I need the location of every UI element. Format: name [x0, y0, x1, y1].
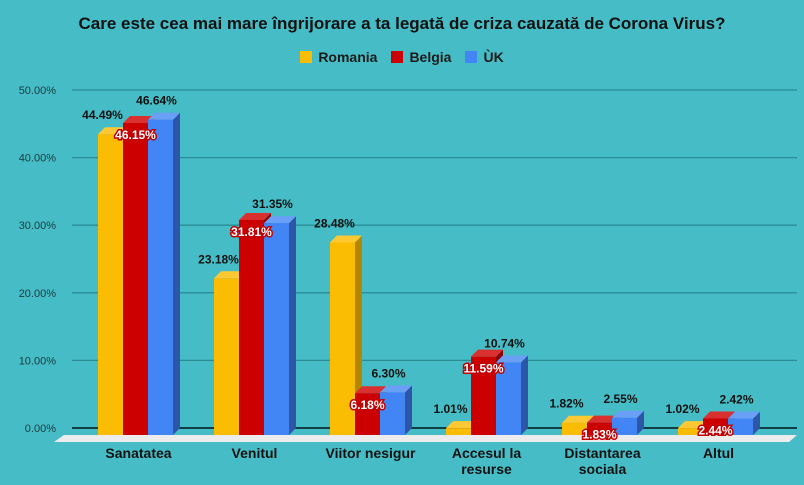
bar-top [703, 411, 735, 419]
bar-side [355, 235, 362, 435]
bar-top [264, 216, 296, 224]
chart-floor [54, 435, 797, 442]
bar-k [264, 223, 289, 435]
legend-item-belgia[interactable]: Belgia [391, 49, 451, 65]
data-label: 1.02% [665, 402, 699, 416]
data-label: 28.48% [314, 216, 355, 230]
data-label: 31.35% [252, 197, 293, 211]
legend-swatch-romania [300, 51, 313, 63]
bar-k [612, 417, 637, 435]
bar-top [98, 127, 130, 135]
legend-item-uk[interactable]: ÙK [465, 49, 504, 65]
bar-belgia [123, 123, 148, 435]
bar-romania [678, 428, 703, 435]
bar-k [380, 392, 405, 435]
data-label: 44.49% [82, 108, 123, 122]
bar-top [612, 410, 644, 418]
data-label: 46.15% [115, 128, 156, 142]
bar-side [521, 355, 528, 435]
bar-top [123, 116, 155, 124]
legend-swatch-uk [465, 51, 478, 63]
y-tick-label: 50.00% [19, 85, 57, 97]
bar-top [678, 421, 710, 429]
legend-label-romania: Romania [318, 49, 378, 65]
bar-romania [330, 242, 355, 435]
bar-romania [214, 278, 239, 435]
bar-top [355, 386, 387, 394]
bar-side [405, 385, 412, 435]
data-label: 11.59% [463, 362, 503, 376]
bar-side [637, 410, 644, 435]
bar-belgia [703, 418, 728, 435]
bar-belgia [239, 219, 264, 435]
data-label: 1.83% [582, 428, 616, 442]
x-tick-label: Accesul la [452, 445, 521, 461]
bar-side [289, 216, 296, 435]
data-label: 46.64% [136, 94, 177, 108]
bar-k [148, 119, 173, 436]
bar-top [471, 349, 503, 357]
bar-belgia [471, 356, 496, 435]
bar-side [173, 112, 180, 436]
x-tick-label: Viitor nesigur [326, 445, 417, 461]
bar-top [239, 212, 271, 220]
data-label: 6.18% [350, 398, 384, 412]
y-tick-label: 30.00% [19, 220, 57, 232]
data-label: 2.44% [698, 424, 732, 438]
bar-top [330, 235, 362, 243]
x-tick-label: Sanatatea [105, 445, 171, 461]
y-tick-label: 0.00% [25, 423, 56, 435]
bar-k [496, 362, 521, 435]
x-tick-label: Distantarea [564, 445, 640, 461]
bar-top [380, 385, 412, 393]
data-label: 10.74% [484, 336, 525, 350]
bar-top [214, 271, 246, 279]
bar-top [148, 112, 180, 120]
bar-romania [446, 428, 471, 435]
data-label: 6.30% [371, 366, 405, 380]
bar-top [496, 355, 528, 363]
bar-romania [98, 134, 123, 435]
legend-swatch-belgia [391, 51, 404, 63]
x-tick-label: Altul [703, 445, 734, 461]
data-label: 31.81% [231, 225, 272, 239]
y-tick-label: 20.00% [19, 288, 57, 300]
y-tick-label: 10.00% [19, 355, 57, 367]
legend-item-romania[interactable]: Romania [300, 49, 377, 65]
legend-label-belgia: Belgia [409, 49, 452, 65]
data-label: 2.42% [719, 393, 753, 407]
data-label: 1.82% [549, 397, 583, 411]
x-tick-label: resurse [461, 461, 512, 477]
x-tick-label: Venitul [232, 445, 278, 461]
data-label: 23.18% [198, 252, 239, 266]
data-label: 1.01% [433, 402, 467, 416]
bar-belgia [587, 422, 612, 435]
bar-top [562, 415, 594, 423]
bar-romania [562, 422, 587, 435]
bar-top [587, 415, 619, 423]
legend-label-uk: ÙK [483, 49, 504, 65]
data-label: 2.55% [603, 392, 637, 406]
bar-side [753, 411, 760, 435]
bar-belgia [355, 393, 380, 435]
bar-top [728, 411, 760, 419]
chart-title: Care este cea mai mare îngrijorare a ta … [78, 14, 726, 33]
bar-top [446, 421, 478, 429]
y-tick-label: 40.00% [19, 153, 57, 165]
legend: Romania Belgia ÙK [0, 49, 804, 65]
x-tick-label: sociala [579, 461, 627, 477]
bar-k [728, 418, 753, 435]
